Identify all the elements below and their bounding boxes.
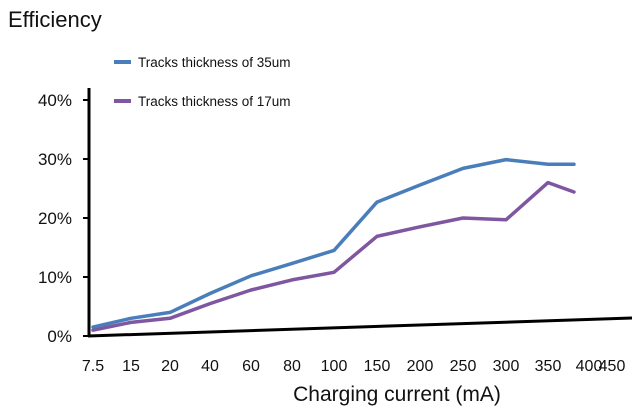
y-tick-label: 0% [47,327,72,346]
x-tick-label: 20 [161,358,179,375]
y-tick-20: 20% [38,209,89,228]
x-axis-label: Charging current (mA) [293,383,501,406]
x-tick-label: 100 [321,358,348,375]
x-tick-label: 300 [493,358,520,375]
chart-title: Efficiency [8,7,102,32]
y-tick-10: 10% [38,268,89,287]
y-tick-30: 30% [38,150,89,169]
y-ticks: 0% 10% 20% 30% 40% [38,91,89,346]
x-tick-label: 450 [599,358,626,375]
x-tick-label: 60 [242,358,260,375]
legend-item-17um: Tracks thickness of 17um [114,94,291,109]
x-tick-label: 15 [122,358,140,375]
x-tick-label: 200 [407,358,434,375]
y-tick-0: 0% [47,327,89,346]
y-tick-40: 40% [38,91,89,110]
series-layer [91,157,576,332]
x-tick-label: 400 [576,358,603,375]
x-tick-label: 350 [535,358,562,375]
y-tick-label: 10% [38,268,72,287]
legend-label-35um: Tracks thickness of 35um [138,55,291,70]
x-tick-label: 40 [201,358,219,375]
x-tick-label: 150 [364,358,391,375]
series-line-17um [91,180,576,332]
y-tick-label: 30% [38,150,72,169]
legend-item-35um: Tracks thickness of 35um [114,55,291,70]
x-tick-label: 7.5 [82,358,104,375]
legend: Tracks thickness of 35um Tracks thicknes… [114,55,291,109]
series-line-35um [91,157,576,329]
x-ticks: 7.5 15 20 40 60 80 100 150 200 250 300 3… [82,358,626,375]
x-tick-label: 250 [450,358,477,375]
y-tick-label: 40% [38,91,72,110]
legend-label-17um: Tracks thickness of 17um [138,94,291,109]
x-axis [87,316,632,338]
y-tick-label: 20% [38,209,72,228]
x-tick-label: 80 [283,358,301,375]
